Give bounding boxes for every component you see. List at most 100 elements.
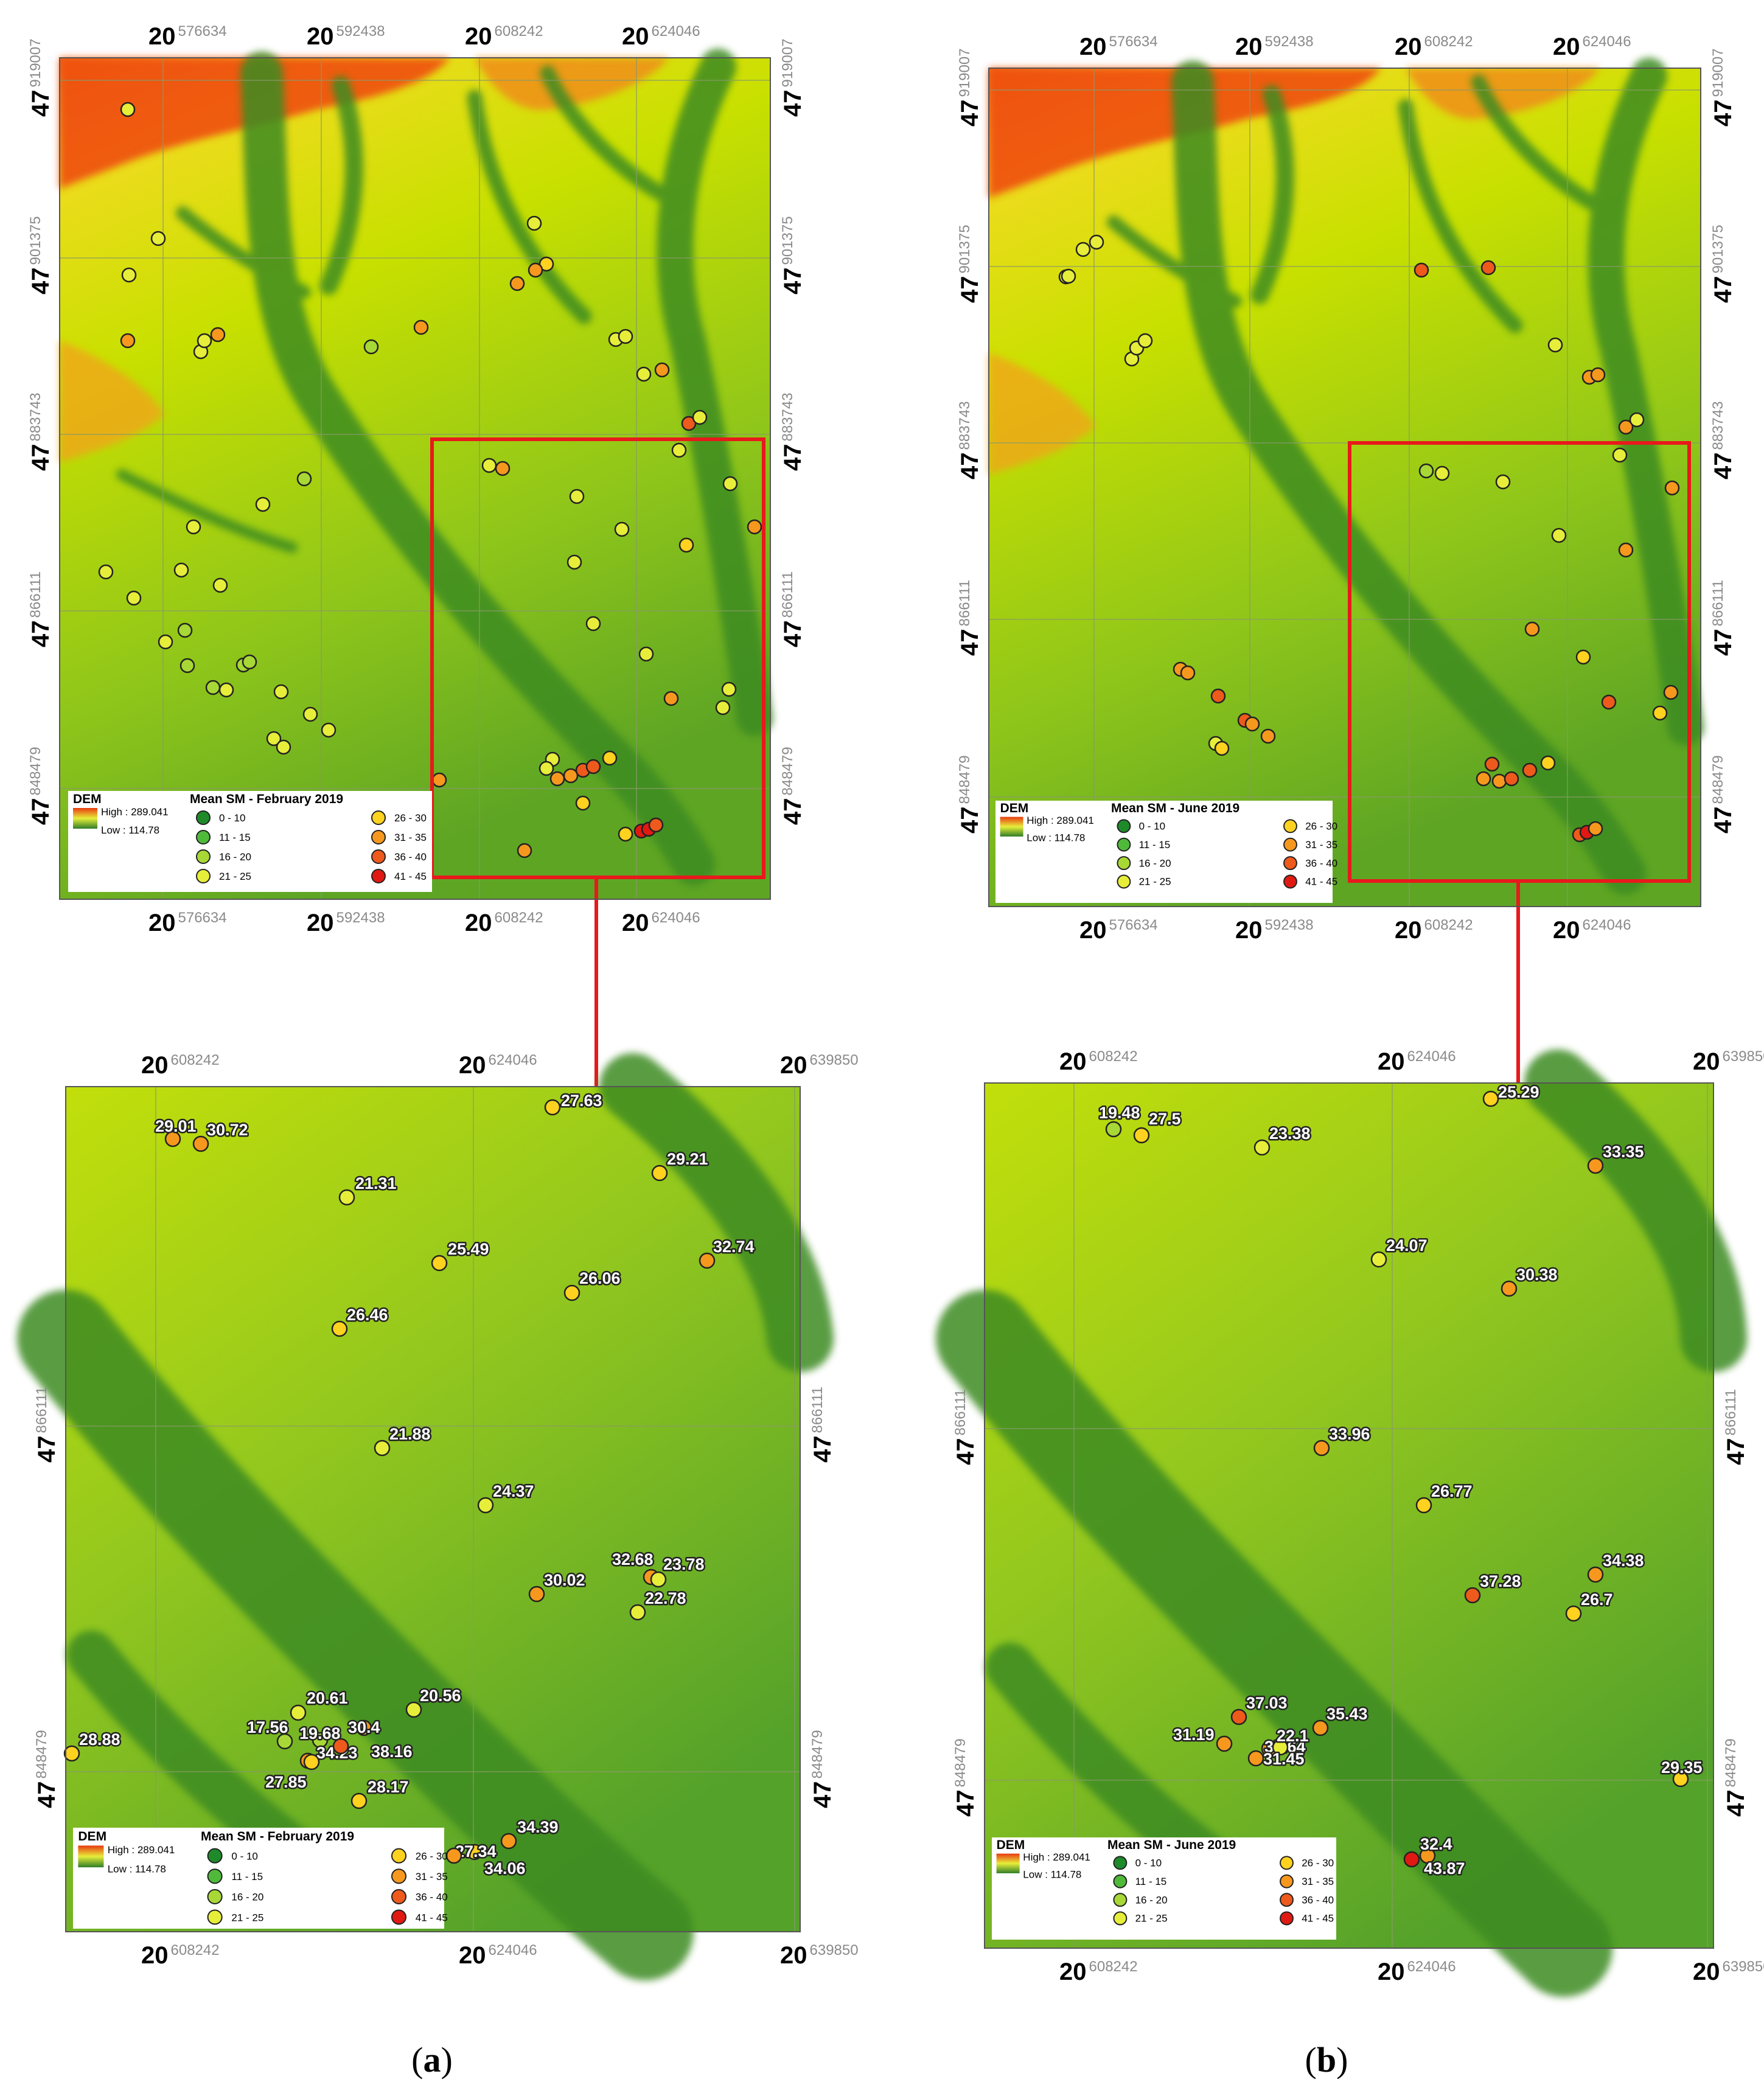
legend-swatch — [391, 1909, 407, 1925]
sample-value-label: 20.61 — [307, 1689, 348, 1707]
y-tick-label: 47848479 — [1710, 755, 1737, 834]
sample-point — [1652, 705, 1668, 721]
legend-swatch — [1280, 1893, 1294, 1907]
legend-swatch — [196, 849, 211, 864]
legend-swatch — [391, 1848, 407, 1864]
y-tick-label: 47848479 — [957, 755, 983, 834]
sample-point — [1664, 480, 1680, 496]
legend-class-label: 11 - 15 — [1139, 839, 1171, 851]
legend-class-label: 21 - 25 — [231, 1912, 263, 1923]
sample-point — [431, 772, 447, 788]
legend-class-label: 21 - 25 — [219, 871, 251, 882]
sample-value-label: 23.78 — [663, 1555, 705, 1573]
dem-raster — [60, 58, 770, 899]
sample-value-label: 32.74 — [713, 1238, 755, 1256]
y-tick-label: 47848479 — [33, 1730, 60, 1808]
sample-value-label: 28.88 — [79, 1730, 120, 1749]
legend-class-label: 41 - 45 — [416, 1912, 448, 1923]
panel-caption-b: (b) — [1305, 2040, 1348, 2080]
sample-point — [585, 759, 601, 775]
y-tick-label: 47848479 — [1723, 1738, 1749, 1817]
sample-point — [431, 1255, 448, 1272]
dem-ramp — [78, 1845, 104, 1868]
legend-swatch — [196, 869, 211, 883]
sample-value-label: 30.72 — [207, 1121, 248, 1139]
sample-value-label: 30.38 — [1516, 1266, 1558, 1284]
sample-point — [648, 817, 664, 833]
x-tick-label: 20 624046 — [1378, 1048, 1456, 1075]
sample-point — [1547, 337, 1563, 353]
sample-value-label: 33.96 — [1329, 1425, 1370, 1443]
legend-class-label: 31 - 35 — [394, 832, 427, 843]
sample-point — [212, 577, 228, 593]
legend-class-label: 16 - 20 — [219, 851, 251, 863]
sample-value-label: 32.68 — [612, 1550, 654, 1569]
legend-class-label: 26 - 30 — [394, 812, 427, 824]
inset-map-a: 29.01 30.72 27.63 29.21 21.31 25.49 32.74 26.06… — [17, 1052, 859, 1980]
sample-point — [722, 476, 738, 492]
sample-value-label: 38.16 — [371, 1743, 413, 1761]
sample-point — [528, 262, 543, 278]
sample-point — [747, 519, 762, 535]
legend-sm-title: Mean SM - June 2019 — [1107, 1838, 1236, 1852]
sample-value-label: 25.29 — [1498, 1083, 1539, 1101]
legend-class-label: 36 - 40 — [1302, 1894, 1334, 1906]
legend-swatch — [1280, 1874, 1294, 1889]
sample-point — [186, 519, 201, 535]
sample-point — [1476, 771, 1491, 787]
sample-point — [1260, 728, 1276, 744]
sample-value-label: 19.68 — [299, 1724, 341, 1743]
sample-point — [477, 1497, 494, 1514]
sample-point — [218, 682, 234, 698]
panel-caption-a: (a) — [411, 2040, 453, 2080]
sample-value-label: 29.01 — [155, 1117, 197, 1135]
sample-point — [1482, 1090, 1499, 1107]
graticule — [985, 1083, 1713, 1948]
y-tick-label: 47919007 — [27, 38, 54, 117]
sample-value-label: 30.4 — [348, 1718, 380, 1736]
sample-point — [1403, 1851, 1420, 1868]
sample-point — [528, 1586, 545, 1603]
legend-dem-low: Low : 114.78 — [1027, 832, 1085, 844]
sample-point — [126, 590, 142, 606]
sample-value-label: 24.37 — [493, 1482, 534, 1500]
legend-dem-title: DEM — [997, 1838, 1025, 1852]
legend-swatch — [1113, 1856, 1128, 1870]
x-tick-label: 20 576634 — [148, 910, 227, 936]
y-tick-label: 47848479 — [952, 1738, 979, 1817]
sample-value-label: 27.5 — [1149, 1110, 1181, 1128]
legend-sm-title: Mean SM - February 2019 — [201, 1830, 354, 1844]
y-tick-label: 47866111 — [33, 1387, 60, 1463]
x-tick-label: 20 624046 — [1378, 1958, 1456, 1985]
sample-value-label: 20.56 — [420, 1687, 461, 1705]
legend-class-label: 26 - 30 — [1305, 821, 1337, 832]
legend-swatch — [371, 810, 386, 825]
sample-point — [350, 1792, 368, 1809]
legend-class-label: 31 - 35 — [416, 1871, 448, 1882]
sample-point — [1501, 1280, 1518, 1297]
sample-point — [614, 521, 630, 537]
y-tick-label: 47848479 — [779, 747, 806, 825]
sample-point — [242, 654, 257, 670]
legend-swatch — [196, 810, 211, 825]
legend-dem-title: DEM — [78, 1830, 106, 1844]
sample-point — [1180, 665, 1196, 681]
sample-point — [650, 1571, 667, 1588]
legend-swatch — [1113, 1874, 1128, 1889]
y-tick-label: 47848479 — [27, 747, 54, 825]
sample-point — [173, 562, 189, 578]
legend-dem-high: High : 289.041 — [108, 1844, 175, 1856]
x-tick-label: 20 624046 — [1553, 33, 1631, 60]
sample-point — [517, 843, 532, 858]
legend-dem-low: Low : 114.78 — [1023, 1869, 1081, 1881]
sample-point — [1480, 260, 1496, 276]
y-tick-label: 47919007 — [1710, 48, 1737, 127]
sample-point — [544, 1099, 561, 1116]
legend-swatch — [1117, 837, 1131, 852]
